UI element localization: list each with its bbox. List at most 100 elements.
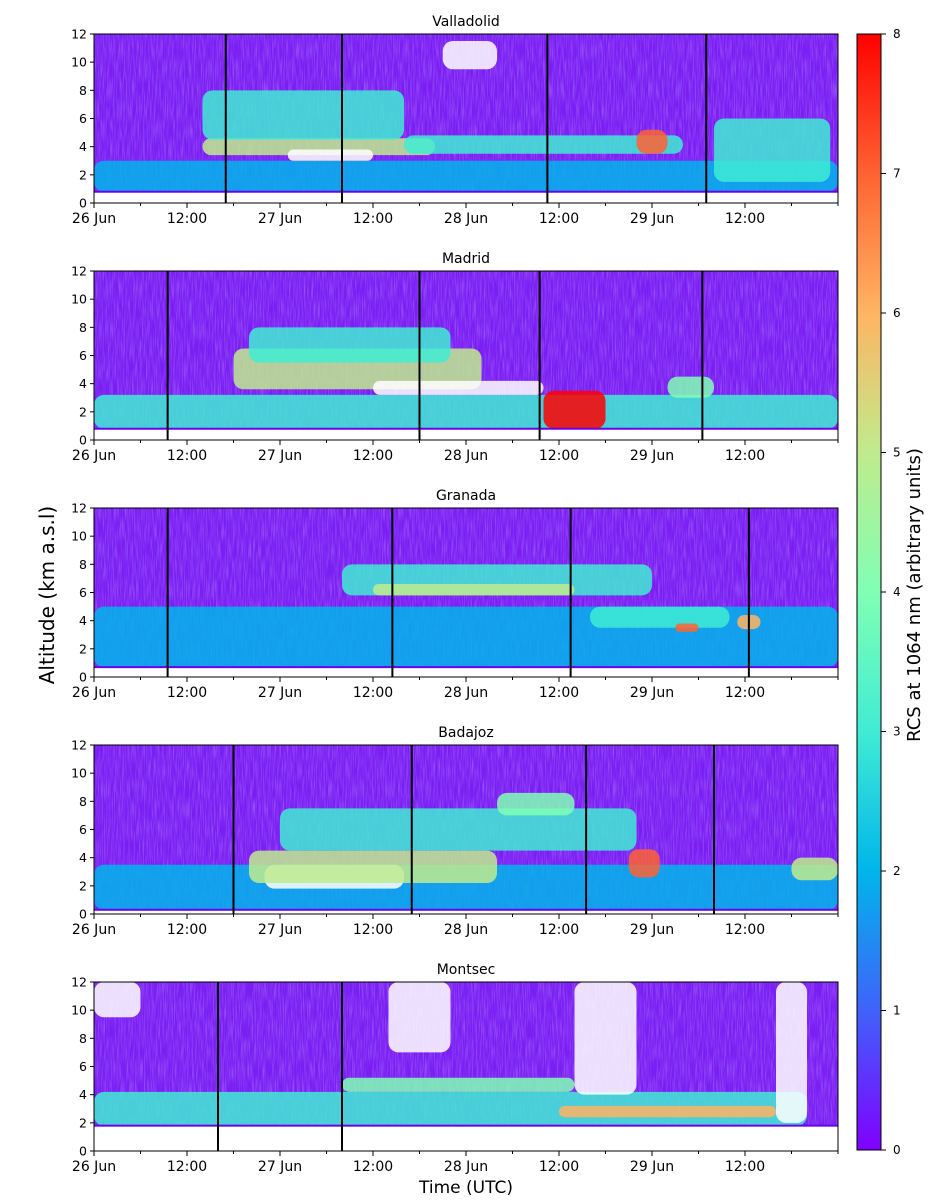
y-tick-label: 10 <box>71 529 87 544</box>
panel-madrid: Madrid 0 2 4 6 8 10 12 26 Jun 12:00 27 Jun 12:00 28 … <box>71 251 839 464</box>
ground-line <box>94 427 838 430</box>
y-tick-label: 2 <box>79 404 87 419</box>
x-tick-label: 12:00 <box>539 1159 579 1175</box>
x-tick-label: 12:00 <box>725 211 765 227</box>
x-tick-label: 12:00 <box>167 211 207 227</box>
colorbar: 0 1 2 3 4 5 6 7 8 RCS at 1064 nm (arbitrary unit… <box>856 27 925 1157</box>
x-tick-label: 27 Jun <box>258 1159 302 1175</box>
x-tick-label: 29 Jun <box>630 922 674 938</box>
signal-layer <box>280 808 637 851</box>
y-tick-label: 8 <box>79 83 87 98</box>
signal-layer <box>94 982 141 1018</box>
y-tick-label: 8 <box>79 1031 87 1046</box>
x-tick-label: 12:00 <box>725 1159 765 1175</box>
panel-badajoz: Badajoz 0 2 4 6 8 10 12 26 Jun 12:00 27 Jun 12:00 28… <box>71 725 839 938</box>
x-tick-label: 26 Jun <box>72 1159 116 1175</box>
signal-layer <box>442 41 497 70</box>
x-tick-label: 12:00 <box>725 922 765 938</box>
colorbar-tick-label: 2 <box>893 864 901 878</box>
y-tick-label: 12 <box>71 975 87 990</box>
signal-layer <box>590 606 730 628</box>
y-tick-label: 4 <box>79 850 87 865</box>
x-tick-label: 12:00 <box>353 211 393 227</box>
colorbar-tick-label: 7 <box>893 167 901 181</box>
x-tick-label: 12:00 <box>167 922 207 938</box>
y-tick-label: 6 <box>79 111 87 126</box>
signal-layer <box>791 857 838 881</box>
signal-layer <box>373 380 544 395</box>
panel-montsec: Montsec 0 2 4 6 8 10 12 26 Jun 12:00 27 Jun 12:00 28… <box>71 962 839 1175</box>
y-tick-label: 2 <box>79 641 87 656</box>
signal-layer <box>287 149 373 161</box>
panel-valladolid: Valladolid 0 2 4 6 8 10 12 26 Jun 12:00 27 Jun 12:0… <box>71 14 839 227</box>
y-tick-label: 10 <box>71 55 87 70</box>
y-tick-label: 8 <box>79 557 87 572</box>
ground-line <box>94 1124 838 1127</box>
y-tick-label: 12 <box>71 738 87 753</box>
x-tick-label: 28 Jun <box>444 1159 488 1175</box>
y-tick-label: 4 <box>79 139 87 154</box>
y-tick-label: 12 <box>71 264 87 279</box>
x-tick-label: 12:00 <box>539 922 579 938</box>
signal-layer <box>574 982 637 1095</box>
x-tick-label: 29 Jun <box>630 211 674 227</box>
panel-title: Montsec <box>437 962 496 978</box>
y-tick-label: 12 <box>71 501 87 516</box>
panel-title: Badajoz <box>438 725 493 741</box>
x-tick-label: 27 Jun <box>258 685 302 701</box>
colorbar-tick-label: 3 <box>893 725 901 739</box>
y-tick-label: 10 <box>71 292 87 307</box>
colorbar-tick-label: 5 <box>893 446 901 460</box>
panel-title: Granada <box>436 488 496 504</box>
signal-layer <box>388 982 451 1053</box>
signal-layer <box>404 135 683 154</box>
x-tick-label: 26 Jun <box>72 922 116 938</box>
x-tick-label: 28 Jun <box>444 685 488 701</box>
y-tick-label: 4 <box>79 613 87 628</box>
ground-line <box>94 666 838 669</box>
ground-line <box>94 190 838 193</box>
x-tick-label: 12:00 <box>353 922 393 938</box>
signal-layer <box>94 394 838 429</box>
x-tick-label: 26 Jun <box>72 685 116 701</box>
colorbar-tick-label: 8 <box>893 27 901 41</box>
x-tick-label: 12:00 <box>167 685 207 701</box>
y-tick-label: 4 <box>79 1087 87 1102</box>
signal-layer <box>667 376 714 398</box>
x-tick-label: 12:00 <box>539 211 579 227</box>
x-tick-label: 29 Jun <box>630 1159 674 1175</box>
colorbar-gradient <box>856 33 882 1151</box>
signal-layer <box>497 792 575 816</box>
y-tick-label: 8 <box>79 794 87 809</box>
x-tick-label: 28 Jun <box>444 448 488 464</box>
colorbar-ticks: 0 1 2 3 4 5 6 7 8 <box>881 27 901 1157</box>
ground-line <box>94 908 838 911</box>
x-tick-label: 12:00 <box>167 1159 207 1175</box>
x-tick-label: 12:00 <box>167 448 207 464</box>
y-tick-label: 0 <box>79 196 87 211</box>
colorbar-tick-label: 6 <box>893 306 901 320</box>
y-tick-label: 0 <box>79 433 87 448</box>
signal-layer <box>249 327 451 363</box>
y-axis-label: Altitude (km a.s.l) <box>35 506 59 685</box>
y-tick-label: 4 <box>79 376 87 391</box>
x-tick-label: 27 Jun <box>258 448 302 464</box>
signal-layer <box>559 1105 776 1118</box>
signal-layer <box>628 849 660 878</box>
panel-title: Valladolid <box>432 14 500 30</box>
x-tick-label: 29 Jun <box>630 685 674 701</box>
panels: Valladolid 0 2 4 6 8 10 12 26 Jun 12:00 27 Jun 12:0… <box>71 14 839 1175</box>
signal-layer <box>202 138 435 156</box>
x-tick-label: 27 Jun <box>258 211 302 227</box>
colorbar-tick-label: 0 <box>893 1143 901 1157</box>
x-tick-label: 12:00 <box>353 448 393 464</box>
signal-layer <box>543 390 606 429</box>
x-tick-label: 26 Jun <box>72 211 116 227</box>
colorbar-label: RCS at 1064 nm (arbitrary units) <box>904 448 925 742</box>
signal-layer <box>373 584 575 596</box>
signal-layer <box>249 850 497 884</box>
y-tick-label: 8 <box>79 320 87 335</box>
x-tick-label: 12:00 <box>539 685 579 701</box>
panel-title: Madrid <box>442 251 490 267</box>
